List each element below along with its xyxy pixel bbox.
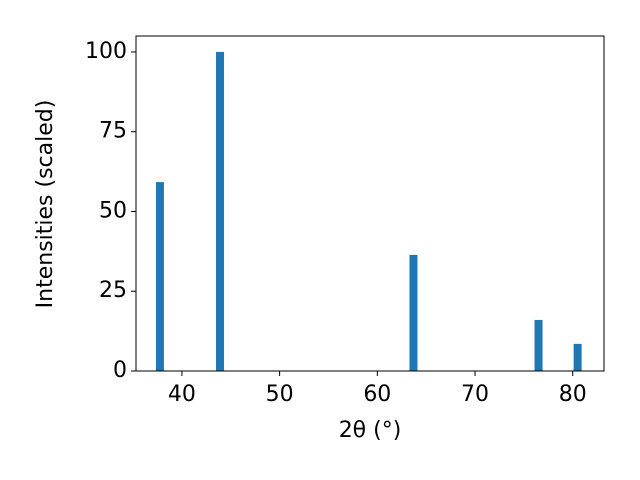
y-tick-label: 100	[85, 39, 127, 64]
bar	[155, 182, 164, 371]
x-tick-label: 40	[168, 382, 196, 407]
x-tick-label: 60	[363, 382, 391, 407]
bar	[534, 319, 543, 371]
y-tick-label: 75	[99, 119, 127, 144]
bar	[409, 254, 418, 371]
y-tick-label: 25	[99, 278, 127, 303]
y-tick-label: 50	[99, 198, 127, 223]
x-tick-label: 80	[559, 382, 587, 407]
plot-frame	[135, 35, 605, 372]
bar	[216, 51, 225, 371]
y-axis-label: Intensities (scaled)	[33, 100, 58, 309]
bar	[573, 343, 582, 371]
x-tick-label: 70	[461, 382, 489, 407]
x-tick-label: 50	[266, 382, 294, 407]
y-tick-label: 0	[113, 358, 127, 383]
x-axis-label: 2θ (°)	[339, 418, 402, 443]
